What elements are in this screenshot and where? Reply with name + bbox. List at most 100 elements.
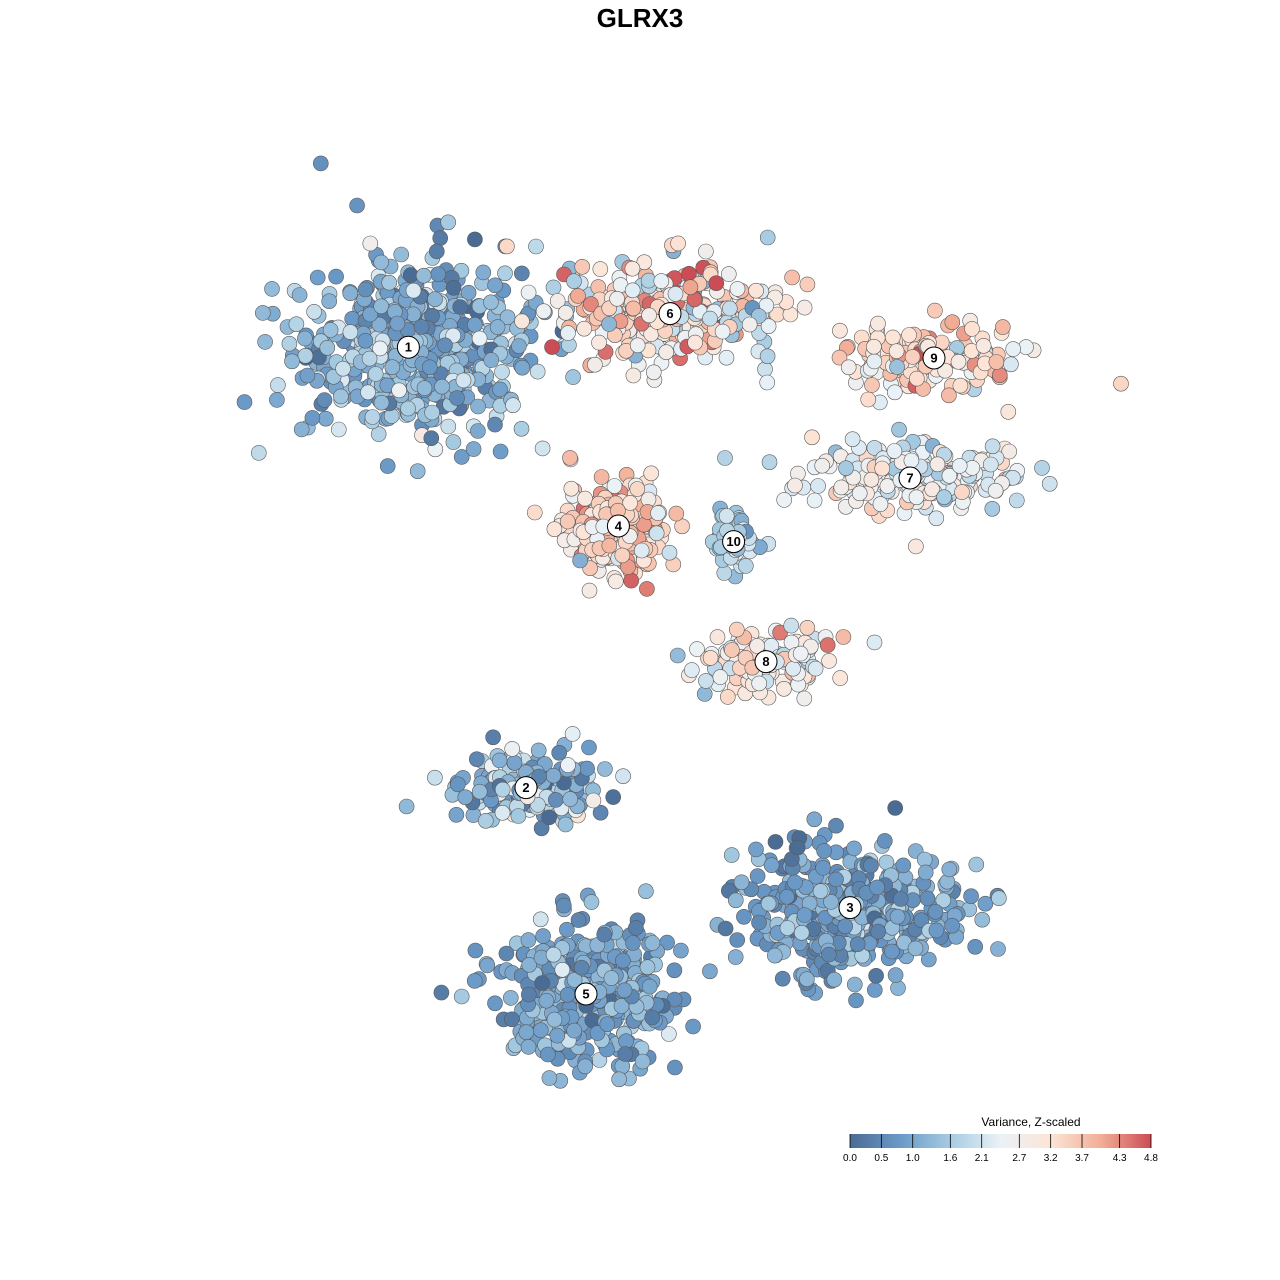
data-point — [526, 504, 543, 521]
data-point — [643, 465, 660, 482]
data-point — [796, 907, 813, 923]
data-point — [413, 319, 430, 335]
data-point — [846, 840, 862, 857]
data-point — [530, 742, 547, 759]
data-point — [714, 323, 731, 340]
data-point — [776, 680, 792, 697]
data-point — [520, 1039, 537, 1055]
data-point — [984, 500, 1001, 517]
data-point — [551, 744, 568, 761]
data-point — [416, 380, 433, 396]
data-point — [783, 617, 800, 634]
data-point — [577, 1058, 594, 1075]
data-point — [751, 675, 768, 692]
data-point — [796, 299, 813, 316]
data-point — [624, 260, 641, 277]
data-point — [759, 374, 776, 391]
data-point — [848, 992, 864, 1009]
data-point — [357, 281, 374, 298]
data-point — [835, 629, 852, 645]
colorbar-tick-label: 1.6 — [943, 1153, 957, 1164]
data-point — [667, 286, 684, 302]
data-point — [884, 329, 901, 346]
cluster-label-text: 3 — [846, 900, 853, 915]
data-point — [455, 372, 472, 389]
cluster-label-text: 1 — [405, 340, 412, 355]
data-point — [687, 334, 703, 351]
data-point — [851, 485, 868, 502]
data-point — [952, 377, 969, 394]
data-point — [400, 400, 416, 417]
data-point — [415, 267, 432, 284]
data-point — [570, 912, 587, 928]
data-point — [749, 638, 766, 654]
data-point — [683, 662, 700, 678]
data-point — [477, 812, 494, 829]
data-point — [562, 791, 579, 807]
data-point — [967, 938, 984, 955]
data-point — [405, 282, 422, 299]
data-point — [884, 943, 900, 960]
data-point — [361, 350, 378, 367]
data-point — [653, 273, 670, 289]
data-point — [924, 481, 940, 498]
data-point — [724, 642, 740, 658]
data-point — [564, 726, 581, 742]
data-point — [944, 314, 961, 331]
data-point — [892, 891, 909, 907]
data-point — [450, 776, 466, 793]
data-point — [250, 445, 267, 461]
data-point — [870, 923, 887, 940]
data-point — [821, 946, 837, 963]
data-point — [870, 315, 886, 332]
data-point — [927, 903, 944, 920]
data-point — [557, 304, 574, 321]
data-point — [849, 936, 866, 953]
data-point — [257, 334, 273, 350]
data-point — [370, 426, 387, 442]
data-point — [593, 469, 610, 485]
data-point — [709, 629, 726, 645]
data-point — [389, 315, 406, 332]
data-point — [605, 789, 622, 805]
data-point — [749, 868, 766, 884]
data-point — [475, 264, 492, 281]
data-point — [617, 1046, 634, 1062]
data-point — [546, 1011, 563, 1028]
cluster-label-marker — [658, 302, 682, 326]
data-point — [563, 480, 580, 497]
data-point — [360, 384, 376, 401]
data-point — [299, 367, 316, 384]
data-point — [603, 970, 620, 986]
data-point — [639, 581, 655, 597]
data-point — [723, 847, 740, 863]
data-point — [596, 926, 613, 943]
data-point — [928, 922, 945, 939]
colorbar-tick-label: 3.2 — [1044, 1153, 1058, 1164]
data-point — [445, 434, 462, 450]
data-point — [560, 325, 576, 341]
data-point — [895, 857, 912, 874]
data-point — [964, 321, 980, 337]
data-point — [1041, 475, 1058, 492]
data-point — [719, 689, 736, 705]
data-point — [941, 467, 958, 484]
data-point — [908, 489, 925, 506]
data-point — [494, 804, 511, 821]
data-point — [634, 1053, 651, 1070]
data-point — [504, 741, 521, 757]
data-point — [538, 992, 555, 1009]
data-point — [622, 495, 639, 511]
data-point — [828, 871, 844, 888]
data-point — [566, 273, 582, 290]
cluster-label-marker — [606, 514, 630, 538]
data-point — [890, 980, 906, 996]
data-point — [828, 817, 844, 834]
data-point — [799, 971, 815, 988]
cluster-label-3: 3 — [838, 896, 862, 920]
data-point — [767, 834, 784, 850]
data-point — [799, 619, 816, 636]
colorbar-tick-label: 0.0 — [843, 1153, 857, 1164]
data-point — [492, 381, 508, 398]
data-point — [428, 243, 445, 260]
